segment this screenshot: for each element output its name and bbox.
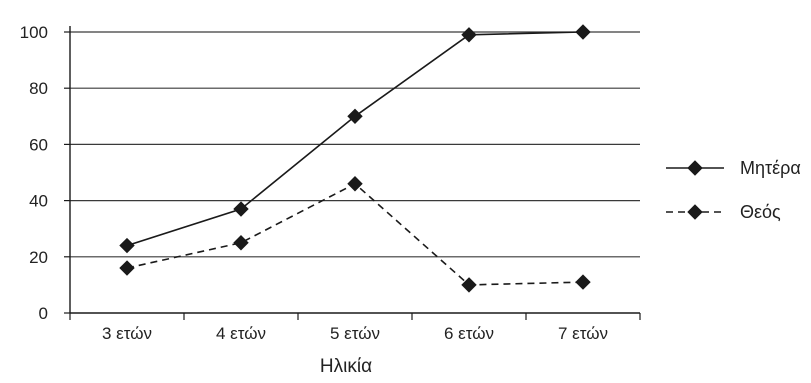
data-point-marker [119,237,135,254]
x-tick-label: 6 ετών [444,324,494,343]
data-point-marker [233,201,249,217]
legend-marker [687,160,703,176]
tick-labels: 0 20 40 60 80 100 3 ετών 4 ετών 5 ετών 6 ετών 7 ετ… [20,23,608,343]
series-1 [119,24,591,254]
y-tick-label: 80 [29,79,48,98]
data-point-marker [575,24,591,40]
series-group [119,24,591,293]
data-point-marker [575,274,591,290]
legend-label: Μητέρα [740,158,801,178]
y-tick-label: 100 [20,23,48,42]
x-tick-label: 3 ετών [102,324,152,343]
data-point-marker [119,260,135,276]
x-axis-title: Ηλικία [320,356,372,377]
legend-label: Θεός [740,202,781,222]
x-tick-label: 4 ετών [216,324,266,343]
data-point-marker [461,27,477,43]
series-line [126,182,584,286]
data-point-marker [461,277,477,293]
data-point-marker [347,176,363,192]
y-tick-label: 40 [29,192,48,211]
axes [64,26,641,320]
gridlines [70,31,640,258]
series-2 [119,176,591,293]
legend-marker [687,204,703,220]
legend-item: Θεός [666,202,781,222]
x-tick-label: 7 ετών [558,324,608,343]
data-point-marker [233,235,249,251]
x-tick-label: 5 ετών [330,324,380,343]
y-tick-label: 60 [29,135,48,154]
legend: Μητέρα Θεός [666,158,801,222]
y-tick-label: 20 [29,248,48,267]
y-tick-label: 0 [39,304,48,323]
series-line [126,31,584,247]
data-point-marker [347,108,363,125]
legend-item: Μητέρα [666,158,801,178]
